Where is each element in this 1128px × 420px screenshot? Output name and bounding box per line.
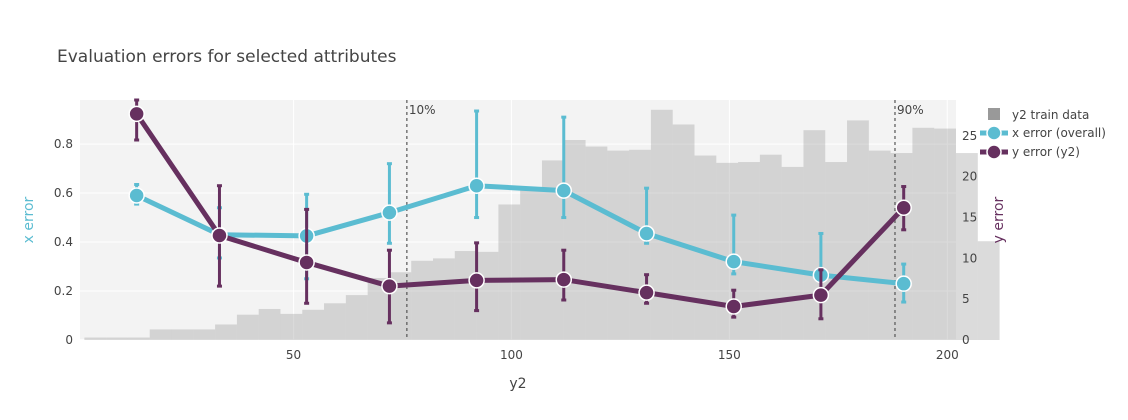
point-0-0	[128, 187, 145, 204]
series-line-1	[134, 112, 906, 310]
histogram-bar-22	[563, 140, 586, 340]
series-line-0	[135, 183, 904, 287]
point-1-9	[895, 199, 912, 217]
y2-axis-ticks: 0 5 10 15 20 25	[962, 129, 977, 347]
histogram-bar-30	[738, 162, 760, 340]
histogram-bar-32	[781, 166, 804, 340]
y-tick-label-2: 0.4	[54, 235, 73, 249]
histogram-bar-15	[411, 260, 434, 340]
histogram-bar-6	[215, 324, 237, 340]
histogram-bar-13	[367, 277, 390, 340]
point-1-5	[555, 271, 573, 288]
point-0-6	[638, 225, 655, 242]
y2-tick-label-5: 25	[962, 129, 977, 143]
histogram-bar-20	[520, 189, 542, 340]
point-1-6	[638, 284, 655, 301]
x-tick-label-2: 150	[718, 348, 741, 362]
x-axis-ticks: 50 100 150 200	[286, 348, 959, 362]
x-tick-label-3: 200	[936, 348, 959, 362]
histogram-bar-5	[193, 329, 216, 340]
y-tick-label-1: 0.2	[54, 284, 73, 298]
legend-label-x-error: x error (overall)	[1012, 126, 1106, 140]
y2-tick-label-4: 20	[962, 170, 977, 184]
legend-item-y-error[interactable]: y error (y2)	[980, 144, 1080, 160]
legend-label-y-error: y error (y2)	[1012, 145, 1080, 159]
histogram-bar-23	[585, 146, 608, 340]
y2-tick-label-0: 0	[962, 333, 970, 347]
y-tick-label-4: 0.8	[54, 137, 73, 151]
histogram-bar-35	[847, 120, 869, 340]
histogram-bar-18	[476, 251, 499, 340]
point-1-8	[812, 286, 830, 304]
legend[interactable]: y2 train data x error (overall) y error …	[980, 108, 1106, 160]
histogram-bar-10	[302, 309, 325, 340]
point-1-1	[211, 227, 228, 244]
y-tick-label-3: 0.6	[54, 186, 73, 200]
histogram-bar-16	[433, 258, 455, 340]
histogram-bar-8	[258, 308, 281, 340]
y-tick-label-0: 0	[65, 333, 73, 347]
point-0-5	[555, 182, 573, 199]
x-axis-title: y2	[509, 376, 526, 392]
legend-swatch-histogram	[988, 108, 1000, 120]
annotation-label-0: 10%	[409, 103, 436, 117]
y-axis-title: x error	[21, 196, 37, 243]
y2-tick-label-3: 15	[962, 211, 977, 225]
legend-item-x-error[interactable]: x error (overall)	[980, 125, 1106, 141]
point-0-3	[381, 204, 398, 221]
histogram-bar-27	[672, 124, 695, 340]
legend-label-histogram: y2 train data	[1012, 108, 1089, 122]
point-0-9	[895, 275, 912, 292]
histogram-bar-9	[280, 313, 303, 340]
histogram-bar-11	[324, 303, 346, 340]
histogram-bar-0	[84, 337, 107, 340]
histogram-bar-2	[127, 337, 150, 340]
series-0	[128, 109, 912, 304]
histogram-bar-26	[650, 109, 673, 340]
point-1-0	[128, 105, 145, 123]
histogram-bar-19	[498, 204, 521, 340]
point-1-7	[725, 298, 742, 315]
histogram-bar-17	[454, 251, 477, 340]
histogram-bar-3	[149, 329, 172, 340]
histogram-bar-40	[956, 153, 978, 340]
point-0-7	[725, 253, 742, 270]
histogram-bar-34	[825, 162, 848, 340]
histogram-bar-37	[890, 153, 913, 340]
histogram-bar-12	[345, 295, 368, 340]
histogram-bar-38	[912, 127, 935, 341]
histogram-bar-1	[106, 337, 128, 340]
point-1-4	[468, 272, 485, 289]
y-axis-ticks: 0 0.2 0.4 0.6 0.8	[54, 137, 73, 347]
y2-tick-label-2: 10	[962, 251, 977, 265]
histogram-bar-31	[759, 154, 782, 340]
point-0-4	[468, 177, 485, 194]
y2-axis-title: y error	[991, 196, 1007, 243]
histogram-bar-41	[977, 241, 1000, 340]
histogram-bar-21	[541, 160, 564, 340]
point-1-2	[298, 254, 315, 271]
histogram-bar-25	[629, 149, 651, 340]
histogram-bar-24	[607, 150, 630, 340]
x-tick-label-0: 50	[286, 348, 301, 362]
plot-area	[80, 100, 956, 340]
legend-marker-x-error	[986, 125, 1002, 141]
histogram-bar-28	[694, 155, 717, 340]
x-tick-label-1: 100	[500, 348, 523, 362]
grid	[80, 100, 956, 341]
histogram-bar-7	[236, 314, 259, 340]
legend-marker-y-error	[986, 144, 1002, 160]
y2-tick-label-1: 5	[962, 292, 970, 306]
legend-item-histogram[interactable]: y2 train data	[988, 108, 1089, 122]
series-1	[128, 98, 912, 325]
chart-title: Evaluation errors for selected attribute…	[57, 47, 397, 67]
point-1-3	[381, 277, 398, 295]
histogram-bar-4	[171, 329, 194, 340]
series-layer	[128, 98, 912, 325]
annotation-label-1: 90%	[897, 103, 924, 117]
histogram-bar-36	[868, 150, 891, 340]
histogram-bar-39	[934, 128, 956, 340]
